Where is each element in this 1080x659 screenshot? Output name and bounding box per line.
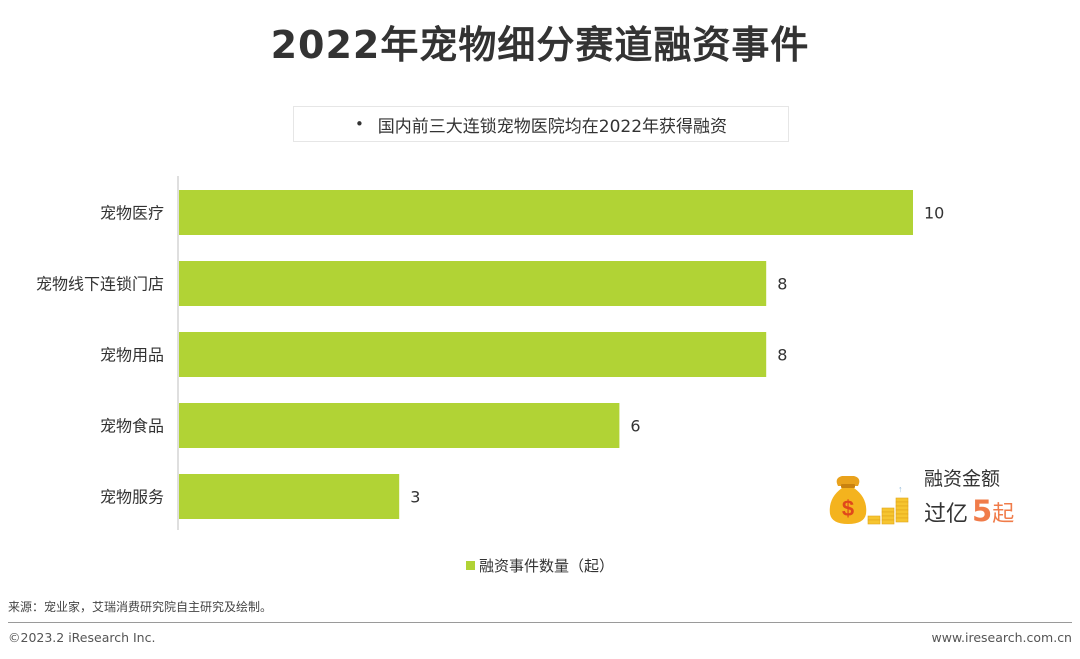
value-label-0: 10	[924, 204, 944, 223]
value-label-1: 8	[777, 275, 787, 294]
money-bag-coins-icon: $ ↑	[829, 476, 909, 525]
category-label-0: 宠物医疗	[100, 204, 164, 223]
callout-number: 5	[972, 494, 993, 528]
svg-text:$: $	[842, 496, 854, 521]
category-label-2: 宠物用品	[100, 346, 164, 365]
legend-swatch	[465, 561, 475, 570]
note-box: • 国内前三大连锁宠物医院均在2022年获得融资	[293, 106, 789, 142]
chart-title: 2022年宠物细分赛道融资事件	[270, 23, 810, 67]
category-label-1: 宠物线下连锁门店	[36, 275, 164, 294]
svg-text:↑: ↑	[898, 484, 903, 494]
value-label-2: 8	[777, 346, 787, 365]
copyright: ©2023.2 iResearch Inc.	[8, 630, 156, 645]
bar-3	[179, 403, 620, 448]
bar-4	[179, 474, 400, 519]
note-text: 国内前三大连锁宠物医院均在2022年获得融资	[377, 116, 728, 137]
footer-divider	[8, 622, 1072, 623]
note-bullet: •	[354, 115, 364, 133]
legend-label: 融资事件数量（起）	[478, 557, 614, 575]
website-link[interactable]: www.iresearch.com.cn	[931, 630, 1073, 645]
bar-1	[179, 261, 767, 306]
callout-prefix: 过亿	[924, 502, 969, 527]
callout-label: 融资金额	[924, 468, 1001, 490]
funding-callout: $ ↑ 融资金额 过亿 5起	[824, 464, 1044, 530]
source-note: 来源：宠业家，艾瑞消费研究院自主研究及绘制。	[8, 600, 273, 614]
callout-value: 过亿 5起	[924, 494, 1014, 528]
callout-unit: 起	[992, 502, 1015, 527]
category-label-3: 宠物食品	[100, 417, 164, 436]
bar-2	[179, 332, 767, 377]
bar-chart: 宠物医疗 10 宠物线下连锁门店 8 宠物用品 8 宠物食品 6 宠物服务 3	[36, 176, 944, 530]
bar-0	[179, 190, 913, 235]
chart-legend: 融资事件数量（起）	[0, 555, 1080, 576]
value-label-4: 3	[410, 488, 420, 507]
category-label-4: 宠物服务	[100, 488, 164, 507]
value-label-3: 6	[630, 417, 640, 436]
